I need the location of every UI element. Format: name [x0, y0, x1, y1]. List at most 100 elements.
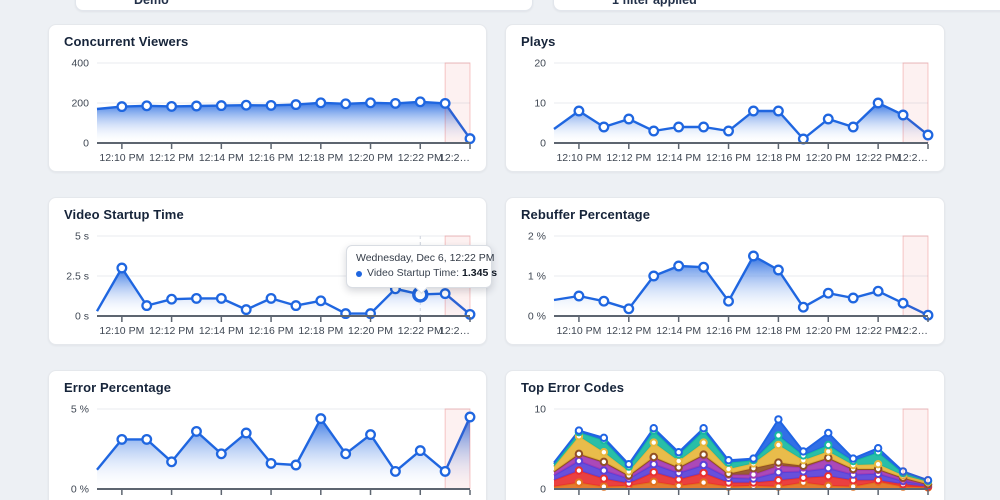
rebuffer-percentage-chart[interactable]: 0 % 1 % 2 % 12:10 PM 12:12 PM 12:14 PM 12:16 P… — [506, 228, 944, 344]
data-point-marker[interactable] — [191, 425, 202, 437]
data-point-marker[interactable] — [240, 99, 252, 111]
data-point-marker[interactable] — [774, 415, 783, 424]
data-point-marker[interactable] — [290, 99, 302, 111]
data-point-marker[interactable] — [922, 129, 934, 141]
data-point-marker[interactable] — [599, 466, 609, 475]
data-point-marker[interactable] — [141, 100, 153, 112]
chart-canvas[interactable]: 0 10 20 12:10 PM 12:12 PM 12:14 PM 12:16 PM 12:… — [506, 55, 944, 171]
data-point-marker[interactable] — [699, 450, 708, 459]
video-startup-time-chart[interactable]: 0 s 2.5 s 5 s 12:10 PM 12:12 PM 12:14 PM 12:16… — [49, 228, 486, 344]
data-point-marker[interactable] — [116, 433, 128, 445]
data-point-marker[interactable] — [699, 468, 708, 478]
data-point-marker[interactable] — [240, 304, 252, 316]
data-point-marker[interactable] — [439, 465, 451, 477]
data-point-marker[interactable] — [649, 452, 658, 462]
data-point-marker[interactable] — [748, 105, 759, 117]
data-point-marker[interactable] — [649, 468, 658, 477]
data-point-marker[interactable] — [748, 250, 759, 262]
data-point-marker[interactable] — [439, 288, 451, 300]
data-point-marker[interactable] — [365, 97, 376, 109]
data-point-marker[interactable] — [799, 447, 808, 456]
data-point-marker[interactable] — [191, 292, 202, 304]
data-point-marker[interactable] — [822, 113, 834, 125]
data-point-marker[interactable] — [649, 424, 658, 433]
data-point-marker[interactable] — [849, 454, 858, 463]
data-point-marker[interactable] — [822, 287, 834, 299]
data-point-marker[interactable] — [673, 121, 685, 133]
data-point-marker[interactable] — [847, 292, 859, 304]
data-point-marker[interactable] — [574, 449, 584, 458]
data-point-marker[interactable] — [464, 411, 476, 423]
data-point-marker[interactable] — [623, 303, 635, 315]
data-point-marker[interactable] — [774, 440, 783, 450]
data-point-marker[interactable] — [574, 478, 584, 487]
data-point-marker[interactable] — [598, 295, 610, 307]
data-point-marker[interactable] — [649, 477, 658, 487]
data-point-marker[interactable] — [648, 270, 660, 282]
data-point-marker[interactable] — [315, 97, 327, 109]
chart-canvas[interactable]: 0 % 5 % 12:10 PM 12:12 PM 12:14 PM 12:16 PM 12… — [49, 401, 486, 500]
data-point-marker[interactable] — [315, 295, 327, 307]
data-point-marker[interactable] — [699, 478, 708, 487]
environment-select[interactable]: Demo — [75, 0, 533, 11]
data-point-marker[interactable] — [166, 100, 178, 112]
data-point-marker[interactable] — [265, 99, 277, 111]
data-point-marker[interactable] — [724, 456, 733, 465]
data-point-marker[interactable] — [698, 261, 710, 273]
data-point-marker[interactable] — [573, 290, 585, 302]
data-point-marker[interactable] — [464, 133, 476, 145]
data-point-marker[interactable] — [574, 466, 584, 475]
data-point-marker[interactable] — [315, 413, 327, 425]
data-point-marker[interactable] — [774, 458, 783, 467]
data-point-marker[interactable] — [599, 457, 609, 466]
data-point-marker[interactable] — [414, 96, 426, 108]
data-point-marker[interactable] — [141, 433, 153, 445]
data-point-marker[interactable] — [673, 260, 685, 272]
data-point-marker[interactable] — [573, 105, 585, 117]
data-point-marker[interactable] — [166, 293, 178, 305]
data-point-marker[interactable] — [649, 438, 658, 447]
data-point-marker[interactable] — [141, 300, 153, 312]
data-point-marker[interactable] — [897, 297, 909, 309]
data-point-marker[interactable] — [699, 438, 708, 447]
top-error-codes-chart[interactable]: 0 10 12:10 PM 12:12 PM 12:14 PM 12:16 PM 12:18… — [506, 401, 944, 500]
data-point-marker[interactable] — [365, 429, 376, 441]
data-point-marker[interactable] — [774, 431, 783, 440]
data-point-marker[interactable] — [389, 97, 401, 109]
data-point-marker[interactable] — [873, 460, 883, 469]
data-point-marker[interactable] — [574, 426, 584, 435]
data-point-marker[interactable] — [723, 125, 734, 137]
data-point-marker[interactable] — [824, 428, 833, 438]
data-point-marker[interactable] — [340, 98, 352, 110]
data-point-marker[interactable] — [116, 101, 128, 113]
data-point-marker[interactable] — [599, 448, 609, 457]
data-point-marker[interactable] — [265, 292, 277, 304]
data-point-marker[interactable] — [772, 264, 784, 276]
data-point-marker[interactable] — [797, 301, 809, 313]
data-point-marker[interactable] — [290, 459, 302, 471]
data-point-marker[interactable] — [598, 121, 610, 133]
chart-canvas[interactable]: 0 s 2.5 s 5 s 12:10 PM 12:12 PM 12:14 PM 12:16… — [49, 228, 486, 344]
data-point-marker[interactable] — [674, 448, 683, 457]
data-point-marker[interactable] — [340, 448, 352, 460]
data-point-marker[interactable] — [699, 424, 708, 433]
data-point-marker[interactable] — [824, 440, 833, 450]
data-point-marker[interactable] — [265, 457, 277, 469]
chart-canvas[interactable]: 0 % 1 % 2 % 12:10 PM 12:12 PM 12:14 PM 12:16 P… — [506, 228, 944, 344]
data-point-marker[interactable] — [749, 454, 758, 463]
data-point-marker[interactable] — [897, 109, 909, 121]
data-point-marker[interactable] — [923, 476, 933, 485]
data-point-marker[interactable] — [898, 467, 908, 476]
data-point-marker[interactable] — [414, 445, 426, 457]
data-point-marker[interactable] — [166, 456, 178, 468]
data-point-marker[interactable] — [847, 121, 859, 133]
plays-chart[interactable]: 0 10 20 12:10 PM 12:12 PM 12:14 PM 12:16 PM 12:… — [506, 55, 944, 171]
data-point-marker[interactable] — [872, 97, 884, 109]
data-point-marker[interactable] — [116, 262, 128, 274]
data-point-marker[interactable] — [215, 100, 227, 112]
data-point-marker[interactable] — [774, 476, 783, 485]
data-point-marker[interactable] — [240, 427, 252, 439]
data-point-marker[interactable] — [648, 125, 660, 137]
data-point-marker[interactable] — [439, 97, 451, 109]
data-point-marker[interactable] — [599, 474, 609, 483]
